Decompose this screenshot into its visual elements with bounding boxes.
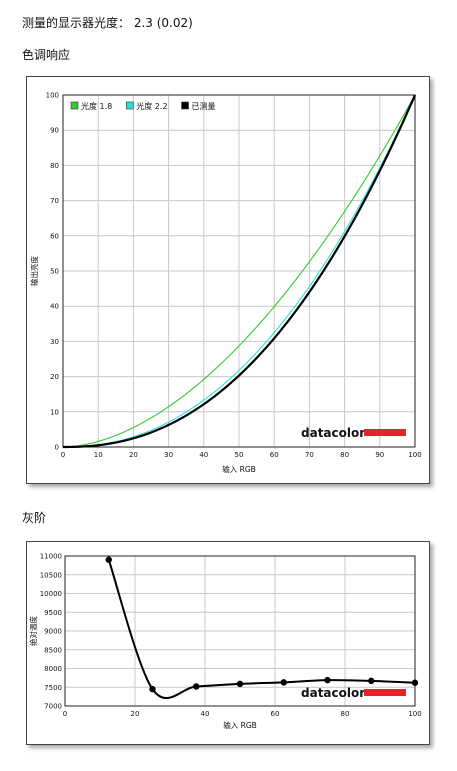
x-tick-label: 100 bbox=[408, 710, 421, 718]
x-tick-label: 60 bbox=[270, 451, 279, 459]
data-point bbox=[324, 676, 331, 684]
x-tick-label: 80 bbox=[340, 451, 349, 459]
y-tick-label: 7000 bbox=[44, 703, 62, 711]
y-tick-label: 60 bbox=[50, 232, 59, 240]
legend-swatch-3 bbox=[181, 101, 189, 110]
legend-label-3: 已测量 bbox=[192, 102, 216, 111]
x-tick-label: 100 bbox=[408, 451, 421, 459]
y-tick-label: 40 bbox=[50, 303, 59, 311]
legend-swatch-2 bbox=[125, 101, 134, 110]
datacolor-logo-text: datacolor bbox=[301, 686, 365, 700]
y-tick-label: 9500 bbox=[44, 609, 62, 617]
grayscale-chart-panel: 0 20 40 60 80 100 7000 7500 8000 8500 9000 9500 1000… bbox=[26, 541, 430, 745]
series-line-1 bbox=[107, 559, 416, 700]
datacolor-logo-bar bbox=[364, 429, 406, 436]
grayscale-title: 灰阶 bbox=[22, 511, 47, 525]
x-tick-label: 60 bbox=[271, 710, 280, 718]
data-point bbox=[368, 677, 375, 685]
y-tick-label: 10000 bbox=[40, 590, 62, 598]
y-tick-label: 8500 bbox=[44, 646, 62, 654]
y-axis-label: 绝对温度 bbox=[28, 616, 38, 646]
x-tick-label: 20 bbox=[131, 710, 140, 718]
x-tick-label: 10 bbox=[94, 451, 103, 459]
series-line-3 bbox=[62, 94, 417, 449]
y-tick-label: 7500 bbox=[44, 684, 62, 692]
datacolor-logo-text: datacolor bbox=[301, 426, 365, 440]
x-tick-label: 90 bbox=[375, 451, 384, 459]
legend-swatch-1 bbox=[70, 101, 79, 110]
plot-area-frame bbox=[64, 555, 416, 707]
x-tick-label: 40 bbox=[199, 451, 208, 459]
series-line-1 bbox=[62, 94, 416, 448]
y-tick-label: 0 bbox=[55, 444, 59, 452]
y-tick-label: 50 bbox=[50, 268, 59, 276]
x-tick-label: 0 bbox=[61, 451, 65, 459]
y-tick-label: 9000 bbox=[44, 628, 62, 636]
plot-area-frame bbox=[62, 94, 416, 448]
tone-response-chart: 0 10 20 30 40 50 60 70 80 90 100 0 10 20 30 40 50 60 70 80 9… bbox=[29, 92, 422, 475]
y-tick-label: 8000 bbox=[44, 665, 62, 673]
y-tick-label: 30 bbox=[50, 338, 59, 346]
data-point bbox=[411, 679, 419, 686]
legend-label-2: 光度 2.2 bbox=[136, 101, 167, 111]
y-tick-label: 20 bbox=[50, 373, 59, 381]
datacolor-logo-bar bbox=[364, 689, 406, 696]
x-tick-label: 50 bbox=[235, 451, 244, 459]
x-tick-label: 40 bbox=[201, 710, 210, 718]
data-point bbox=[280, 679, 287, 686]
legend-label-1: 光度 1.8 bbox=[81, 101, 112, 111]
data-point bbox=[236, 680, 244, 688]
data-point bbox=[149, 685, 156, 693]
x-tick-label: 80 bbox=[341, 710, 350, 718]
data-point bbox=[193, 683, 200, 690]
x-tick-label: 0 bbox=[63, 710, 67, 718]
grayscale-chart: 0 20 40 60 80 100 7000 7500 8000 8500 9000 9500 1000… bbox=[28, 553, 422, 731]
data-point bbox=[105, 556, 112, 563]
y-tick-label: 100 bbox=[46, 92, 59, 100]
y-tick-label: 11000 bbox=[40, 553, 62, 561]
x-axis-label: 输入 RGB bbox=[222, 464, 256, 474]
x-tick-label: 30 bbox=[164, 451, 173, 459]
y-tick-label: 10500 bbox=[40, 571, 62, 579]
y-tick-label: 80 bbox=[50, 162, 59, 170]
y-axis-label: 输出亮度 bbox=[29, 256, 39, 286]
y-tick-label: 10 bbox=[50, 408, 59, 416]
y-tick-label: 90 bbox=[50, 127, 59, 135]
x-tick-label: 20 bbox=[129, 451, 138, 459]
tone-response-chart-panel: 0 10 20 30 40 50 60 70 80 90 100 0 10 20 30 40 50 60 70 80 9… bbox=[26, 76, 430, 484]
tone-response-title: 色调响应 bbox=[22, 48, 71, 62]
x-axis-label: 输入 RGB bbox=[223, 720, 257, 730]
gamma-readout: 测量的显示器光度： 2.3 (0.02) bbox=[22, 16, 193, 30]
y-tick-label: 70 bbox=[50, 197, 59, 205]
x-tick-label: 70 bbox=[305, 451, 314, 459]
